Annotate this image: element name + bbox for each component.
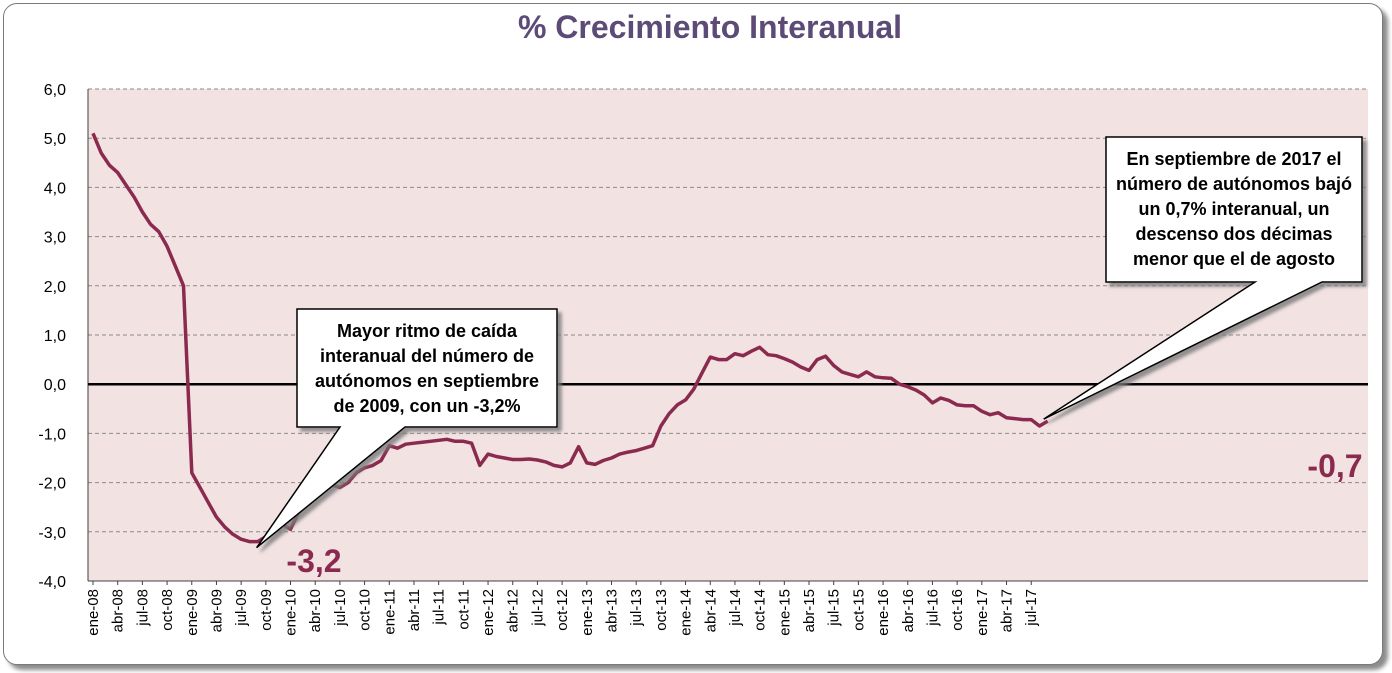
x-tick-label: jul-15: [826, 589, 843, 627]
x-tick-label: abr-17: [999, 589, 1016, 632]
x-tick-label: jul-09: [233, 589, 250, 627]
y-tick-label: -4,0: [38, 574, 66, 591]
series-line: [91, 132, 1049, 544]
callout-text-line: un 0,7% interanual, un: [1138, 199, 1329, 219]
x-tick-label: ene-08: [85, 589, 102, 636]
callout-text-line: autónomos en septiembre: [315, 371, 539, 391]
x-tick-label: abr-16: [900, 589, 917, 632]
x-tick-label: abr-09: [208, 589, 225, 632]
y-tick-label: -3,0: [38, 525, 66, 542]
x-tick-label: ene-13: [579, 589, 596, 636]
x-tick-label: oct-10: [357, 589, 374, 631]
x-tick-label: oct-08: [159, 589, 176, 631]
y-tick-label: 4,0: [44, 180, 66, 197]
x-tick-label: ene-10: [283, 589, 300, 636]
y-tick-label: 2,0: [44, 279, 66, 296]
callout-box: [1043, 136, 1363, 420]
x-tick-label: oct-09: [258, 589, 275, 631]
x-tick-label: ene-09: [184, 589, 201, 636]
x-tick-label: jul-10: [332, 589, 349, 627]
x-tick-label: ene-17: [974, 589, 991, 636]
point-value-label: -0,7: [1307, 448, 1362, 484]
x-tick-label: jul-12: [529, 589, 546, 627]
x-tick-label: abr-15: [801, 589, 818, 632]
y-tick-label: 1,0: [44, 328, 66, 345]
x-tick-label: ene-11: [381, 589, 398, 635]
callout-text-line: de 2009, con un -3,2%: [333, 396, 520, 416]
x-tick-label: abr-08: [110, 589, 127, 632]
x-tick-label: jul-08: [134, 589, 151, 627]
callout-text-line: Mayor ritmo de caída: [337, 321, 518, 341]
x-tick-label: ene-12: [480, 589, 497, 636]
y-tick-label: 6,0: [44, 82, 66, 99]
callout-text-line: menor que el de agosto: [1133, 249, 1335, 269]
plot-area: 6,0 5,0 4,0 3,0 2,0 1,0 0,0 -1,0 -2,0 -3,0 -4,0 ene…: [38, 82, 1368, 636]
x-tick-label: jul-11: [431, 589, 448, 626]
callout-text-line: interanual del número de: [320, 346, 534, 366]
x-tick-label: abr-11: [406, 589, 423, 631]
x-tick-label: oct-11: [455, 589, 472, 630]
y-tick-label: 3,0: [44, 230, 66, 247]
point-value-label: -3,2: [286, 543, 341, 579]
callout-box: [255, 308, 558, 549]
x-tick-label: oct-16: [949, 589, 966, 631]
chart-title: % Crecimiento Interanual: [518, 9, 902, 45]
y-tick-label: -2,0: [38, 476, 66, 493]
x-tick-label: oct-14: [752, 589, 769, 631]
y-tick-label: -1,0: [38, 426, 66, 443]
callout-text-line: número de autónomos bajó: [1116, 174, 1352, 194]
x-tick-label: oct-13: [653, 589, 670, 631]
x-tick-label: jul-17: [1023, 589, 1040, 627]
callout-text-line: En septiembre de 2017 el: [1126, 149, 1341, 169]
callout-text-line: descenso dos décimas: [1135, 224, 1332, 244]
x-tick-label: jul-13: [628, 589, 645, 627]
x-tick-label: abr-13: [603, 589, 620, 632]
x-tick-label: abr-12: [505, 589, 522, 632]
x-tick-label: oct-12: [554, 589, 571, 631]
x-tick-label: abr-10: [307, 589, 324, 632]
x-tick-label: abr-14: [702, 589, 719, 632]
x-tick-label: ene-15: [776, 589, 793, 636]
x-tick-label: ene-14: [678, 589, 695, 636]
y-tick-label: 5,0: [44, 131, 66, 148]
x-tick-label: jul-14: [727, 589, 744, 627]
y-tick-label: 0,0: [44, 377, 66, 394]
x-tick-label: jul-16: [924, 589, 941, 627]
x-tick-label: oct-15: [850, 589, 867, 631]
x-tick-label: ene-16: [875, 589, 892, 636]
